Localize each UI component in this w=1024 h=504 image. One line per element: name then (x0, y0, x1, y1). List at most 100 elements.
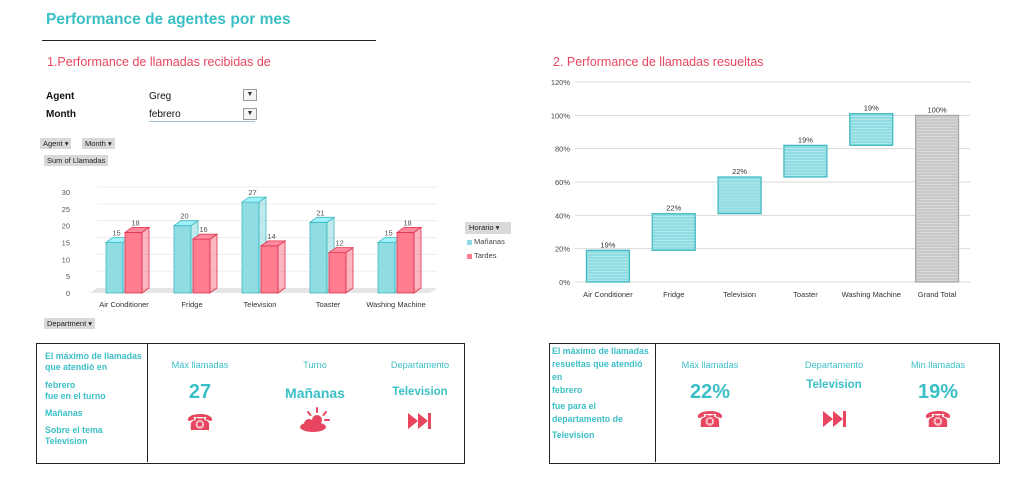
filter-label-agent: Agent (46, 91, 75, 102)
kpi-value-shift: Mañanas (285, 385, 345, 401)
data-label: 15 (384, 229, 392, 238)
data-label: 100% (927, 105, 947, 114)
filter-value-agent: Greg (149, 91, 172, 102)
bar-mananas (105, 242, 124, 294)
filter-month-button[interactable]: ▼ (243, 108, 257, 120)
bar-side (277, 240, 286, 294)
data-label: 19% (864, 104, 879, 113)
bar-side (413, 226, 422, 294)
bar-mananas (173, 225, 192, 294)
waterfall-bar (783, 144, 828, 178)
skip-forward-icon (408, 413, 431, 429)
kpi-value-max-resolved: 22% (689, 381, 731, 403)
sun-cloud-icon (300, 407, 330, 432)
data-label: 12 (335, 239, 343, 248)
waterfall-bar (717, 176, 762, 215)
legend-item-mananas: Mañanas (467, 237, 505, 246)
phone-icon: ☎ (924, 407, 952, 432)
bar-tardes (192, 238, 211, 294)
y-tick-label: 20 (62, 222, 70, 231)
kpi-label-department: Departamento (390, 360, 450, 370)
bar-side (345, 246, 354, 294)
filter-icon: ▼ (246, 91, 254, 98)
filter-label-month: Month (46, 109, 76, 120)
kpi-value-resolved-department: Television (806, 379, 862, 391)
data-label: 16 (199, 225, 207, 234)
x-tick-label: Television (723, 290, 756, 299)
data-label: 20 (180, 212, 188, 221)
bar-mananas (241, 201, 260, 294)
data-label: 22% (732, 167, 747, 176)
data-label: 14 (267, 232, 275, 241)
kpi-divider (147, 344, 148, 462)
waterfall-total-bar (914, 114, 960, 283)
pivot-month-button[interactable]: Month ▾ (82, 138, 115, 149)
section-title-received: 1.Performance de llamadas recibidas de (47, 55, 271, 69)
kpi-value-department: Television (392, 386, 448, 398)
bar-top (123, 227, 151, 233)
bar-top (191, 233, 219, 240)
x-tick-label: Grand Total (918, 290, 957, 299)
kpi-value-max-calls: 27 (188, 381, 212, 403)
section-title-resolved: 2. Performance de llamadas resueltas (553, 55, 764, 69)
y-tick-label: 0 (66, 289, 70, 298)
y-tick-label: 120% (551, 78, 571, 87)
data-label: 18 (131, 218, 139, 227)
filter-icon: ▼ (246, 110, 254, 117)
x-tick-label: Washing Machine (842, 290, 901, 299)
y-tick-label: 0% (559, 278, 570, 287)
y-tick-label: 15 (62, 239, 70, 248)
skip-forward-icon (823, 411, 846, 427)
bar-side (209, 233, 218, 294)
bar-top (395, 227, 423, 233)
pivot-agent-button[interactable]: Agent ▾ (40, 138, 72, 149)
kpi-label-shift: Turno (303, 360, 327, 370)
chart-received-calls: 0 5 10 15 20 25 30 15 18 Air Conditioner 20 16 Fridg… (62, 186, 437, 309)
x-tick-label: Air Conditioner (583, 290, 633, 299)
x-tick-label: Fridge (181, 300, 202, 309)
kpi-label-min-resolved: Min llamadas (910, 360, 966, 370)
pivot-sum-label: Sum of Llamadas (44, 155, 109, 166)
data-label: 15 (112, 229, 120, 238)
bar-tardes (328, 252, 347, 294)
chart-resolved-calls: 0% 20% 40% 60% 80% 100% 120% 19% Air Conditioner… (551, 78, 970, 299)
bar-side (141, 226, 150, 294)
kpi-description-right: El máximo de llamadas resueltas que aten… (552, 346, 649, 440)
y-tick-label: 10 (62, 255, 70, 264)
data-label: 19% (798, 135, 813, 144)
data-label: 27 (248, 188, 256, 197)
filter-value-month: febrero (149, 109, 181, 120)
y-tick-label: 5 (66, 272, 70, 281)
legend-item-tardes: Tardes (467, 251, 497, 260)
filter-underline (149, 121, 255, 122)
legend-horario-button[interactable]: Horario ▾ (465, 222, 511, 234)
page-title: Performance de agentes por mes (46, 11, 291, 28)
x-tick-label: Toaster (316, 300, 341, 309)
waterfall-bar (651, 213, 696, 251)
kpi-label-max-calls: Máx llamadas (171, 360, 229, 370)
y-tick-label: 80% (555, 145, 570, 154)
bar-top (327, 247, 355, 253)
kpi-panel-right (549, 343, 1000, 464)
phone-icon: ☎ (186, 410, 214, 435)
bar-tardes (124, 232, 143, 294)
y-tick-label: 40% (555, 211, 570, 220)
bar-top (308, 216, 336, 223)
waterfall-bar (585, 249, 631, 283)
bar-top (172, 220, 200, 227)
filter-agent-button[interactable]: ▼ (243, 89, 257, 101)
kpi-description-left: El máximo de llamadas que atendió en feb… (45, 351, 142, 446)
x-tick-label: Washing Machine (366, 300, 425, 309)
bar-top (240, 196, 268, 203)
kpi-label-max-resolved: Máx llamadas (681, 360, 739, 370)
data-label: 19% (600, 240, 615, 249)
x-tick-label: Television (244, 300, 277, 309)
y-tick-label: 100% (551, 111, 571, 120)
waterfall-bar (849, 113, 894, 146)
y-tick-label: 25 (62, 205, 70, 214)
pivot-department-button[interactable]: Department ▾ (44, 318, 96, 329)
x-tick-label: Fridge (663, 290, 684, 299)
y-tick-label: 20% (555, 245, 570, 254)
x-tick-label: Toaster (793, 290, 818, 299)
bar-top (259, 240, 287, 247)
